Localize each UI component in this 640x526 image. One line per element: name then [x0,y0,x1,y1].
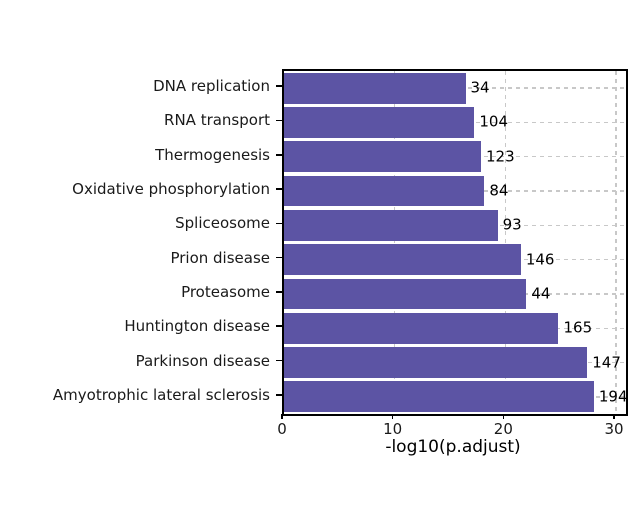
bar-count-label: 84 [489,181,509,200]
category-label: Spliceosome [175,214,270,233]
y-tick-mark [276,188,282,190]
y-tick-mark [276,153,282,156]
y-tick-mark [276,359,282,362]
y-tick-mark [276,222,282,225]
x-tick-label: 30 [604,420,624,438]
bar-count-label: 34 [470,78,490,97]
category-label: Amyotrophic lateral sclerosis [52,385,270,404]
bar [284,244,521,276]
category-label: RNA transport [164,111,270,130]
category-label: Parkinson disease [135,351,270,370]
bar-count-label: 147 [592,353,621,372]
y-tick-mark [276,394,282,396]
bar [284,107,475,138]
bar-count-label: 123 [486,147,515,166]
x-tick-mark [391,414,394,419]
category-label: Prion disease [170,248,270,267]
y-tick-mark [276,325,282,328]
x-tick-mark [502,414,505,419]
bar [284,312,559,344]
vertical-gridline [615,71,617,414]
y-tick-mark [276,256,282,259]
y-tick-mark [276,119,282,122]
vertical-gridline [504,71,507,414]
x-tick-label: 0 [277,420,287,438]
bar [284,72,466,104]
x-tick-label: 20 [493,420,513,438]
category-label: Oxidative phosphorylation [72,180,270,199]
x-tick-mark [281,414,283,419]
category-label: DNA replication [153,77,270,96]
plot-panel: 34 104 123 84 93 146 44 165 147 194 [282,69,628,416]
x-axis-title: -log10(p.adjust) [385,437,521,457]
category-label: Huntington disease [124,317,270,336]
bar-count-label: 194 [598,387,628,406]
bar-count-label: 165 [563,318,593,337]
bar [284,381,594,413]
bar [284,347,588,378]
bar-count-label: 146 [525,250,555,269]
bar [284,278,527,310]
bar [284,141,481,173]
bar-count-label: 93 [502,215,522,234]
bar [284,175,485,207]
category-label: Proteasome [181,282,270,301]
bar-count-label: 44 [531,284,551,303]
category-label: Thermogenesis [155,145,270,164]
y-tick-mark [276,291,282,293]
x-tick-mark [613,414,615,419]
y-tick-mark [276,85,282,87]
vertical-gridline [393,71,396,414]
x-tick-label: 10 [383,420,403,438]
bar [284,209,498,241]
bar-count-label: 104 [479,112,508,131]
